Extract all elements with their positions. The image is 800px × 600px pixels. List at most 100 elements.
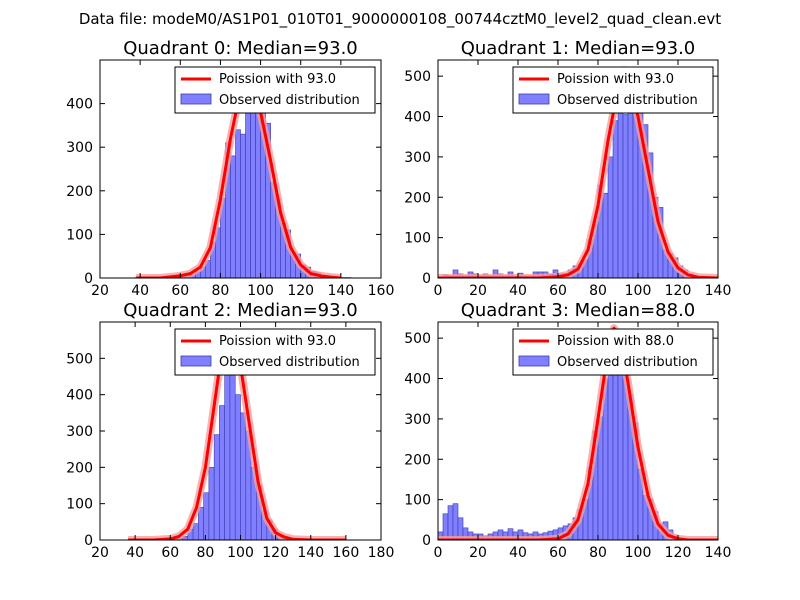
legend-curve-label: Poission with 93.0 <box>557 72 674 87</box>
x-tick-label: 140 <box>705 283 732 299</box>
panel-title: Quadrant 1: Median=93.0 <box>461 38 696 59</box>
legend-curve-label: Poission with 88.0 <box>557 334 674 349</box>
y-tick-label: 200 <box>66 460 93 476</box>
legend-curve-label: Poission with 93.0 <box>219 334 336 349</box>
x-tick-label: 60 <box>171 283 189 299</box>
y-tick-label: 300 <box>66 424 93 440</box>
quadrant-3-panel: 0 20 40 60 80 100 120 140 0 100 200 300 400 500 Quadra… <box>404 300 731 561</box>
y-tick-label: 0 <box>84 533 93 549</box>
y-tick-label: 100 <box>66 497 93 513</box>
x-tick-label: 160 <box>368 283 395 299</box>
histogram-bar <box>219 405 225 540</box>
histogram-bar <box>203 492 210 540</box>
x-tick-label: 60 <box>549 545 567 561</box>
x-tick-label: 80 <box>212 283 230 299</box>
quadrant-1-panel: 0 20 40 60 80 100 120 140 0 100 200 300 400 500 Quadra… <box>404 38 731 299</box>
histogram-bar <box>602 192 609 278</box>
panel-title: Quadrant 0: Median=93.0 <box>123 38 358 59</box>
x-tick-label: 100 <box>625 283 652 299</box>
x-tick-label: 20 <box>91 283 109 299</box>
legend-box <box>174 328 376 376</box>
quadrant-0-panel: 20 40 60 80 100 120 140 160 0 100 200 300 400 Quadran… <box>66 38 394 299</box>
legend-bars-swatch <box>518 93 550 105</box>
y-tick-label: 100 <box>404 231 431 247</box>
x-tick-label: 100 <box>625 545 652 561</box>
x-tick-label: 20 <box>469 545 487 561</box>
y-tick-label: 500 <box>404 69 431 85</box>
y-tick-label: 100 <box>66 227 93 243</box>
legend-box <box>512 328 714 376</box>
y-tick-label: 400 <box>404 372 431 388</box>
x-tick-label: 40 <box>509 283 527 299</box>
x-tick-label: 140 <box>327 283 354 299</box>
y-tick-label: 0 <box>84 271 93 287</box>
legend-box <box>512 66 714 114</box>
histogram-bar <box>198 506 204 540</box>
y-tick-label: 300 <box>404 150 431 166</box>
histogram-bar <box>213 434 220 540</box>
legend: Poission with 93.0 Observed distribution <box>174 328 376 376</box>
x-tick-label: 160 <box>333 545 360 561</box>
y-tick-label: 300 <box>404 412 431 428</box>
legend-bars-swatch <box>518 355 550 367</box>
y-tick-label: 500 <box>404 331 431 347</box>
x-tick-label: 0 <box>434 283 443 299</box>
y-tick-label: 200 <box>404 452 431 468</box>
x-tick-label: 180 <box>368 545 395 561</box>
x-tick-label: 80 <box>589 545 607 561</box>
legend-box <box>174 66 376 114</box>
histogram-bar <box>240 412 247 540</box>
legend: Poission with 88.0 Observed distribution <box>512 328 714 376</box>
legend-bars-label: Observed distribution <box>557 93 698 108</box>
x-tick-label: 60 <box>549 283 567 299</box>
y-tick-label: 0 <box>422 533 431 549</box>
histogram-bar <box>617 366 624 540</box>
panel-title: Quadrant 2: Median=93.0 <box>123 300 358 321</box>
y-tick-label: 400 <box>66 97 93 113</box>
histogram-bar <box>627 87 634 278</box>
histogram-bar <box>192 523 199 540</box>
x-tick-label: 40 <box>131 283 149 299</box>
y-tick-label: 500 <box>66 351 93 367</box>
y-tick-label: 0 <box>422 271 431 287</box>
histogram-bar <box>622 114 629 278</box>
histogram-bar <box>235 129 241 278</box>
axes-frame <box>437 321 719 541</box>
x-tick-label: 120 <box>665 283 692 299</box>
figure-suptitle: Data file: modeM0/AS1P01_010T01_90000001… <box>79 10 721 29</box>
x-tick-label: 120 <box>665 545 692 561</box>
histogram-bar <box>617 100 624 278</box>
x-tick-label: 140 <box>297 545 324 561</box>
x-tick-label: 20 <box>91 545 109 561</box>
legend-bars-swatch <box>180 93 212 105</box>
legend-bars-label: Observed distribution <box>219 355 360 370</box>
y-tick-label: 200 <box>66 184 93 200</box>
y-tick-label: 100 <box>404 493 431 509</box>
axes-frame <box>437 59 719 279</box>
histogram-bar <box>607 349 614 540</box>
x-tick-label: 40 <box>126 545 144 561</box>
legend-curve-label: Poission with 93.0 <box>219 72 336 87</box>
y-tick-label: 400 <box>404 110 431 126</box>
y-tick-label: 400 <box>66 388 93 404</box>
quadrant-2-panel: 20 40 60 80 100 120 140 160 180 0 100 200 300 400 500 Q… <box>66 300 394 561</box>
histogram-bar <box>612 120 619 278</box>
histogram-bar <box>224 361 231 540</box>
x-tick-label: 40 <box>509 545 527 561</box>
histogram-bar <box>230 155 236 278</box>
x-tick-label: 140 <box>705 545 732 561</box>
legend-bars-label: Observed distribution <box>557 355 698 370</box>
histogram-bar <box>607 156 614 278</box>
panel-title: Quadrant 3: Median=88.0 <box>461 300 696 321</box>
histogram-bar <box>245 112 251 278</box>
x-tick-label: 100 <box>247 283 274 299</box>
legend-bars-label: Observed distribution <box>219 93 360 108</box>
legend: Poission with 93.0 Observed distribution <box>174 66 376 114</box>
histogram-bar <box>234 394 241 540</box>
x-tick-label: 60 <box>161 545 179 561</box>
y-tick-label: 200 <box>404 190 431 206</box>
x-tick-label: 80 <box>196 545 214 561</box>
histogram-bar <box>452 503 459 540</box>
x-tick-label: 120 <box>262 545 289 561</box>
histogram-bar <box>229 365 236 540</box>
